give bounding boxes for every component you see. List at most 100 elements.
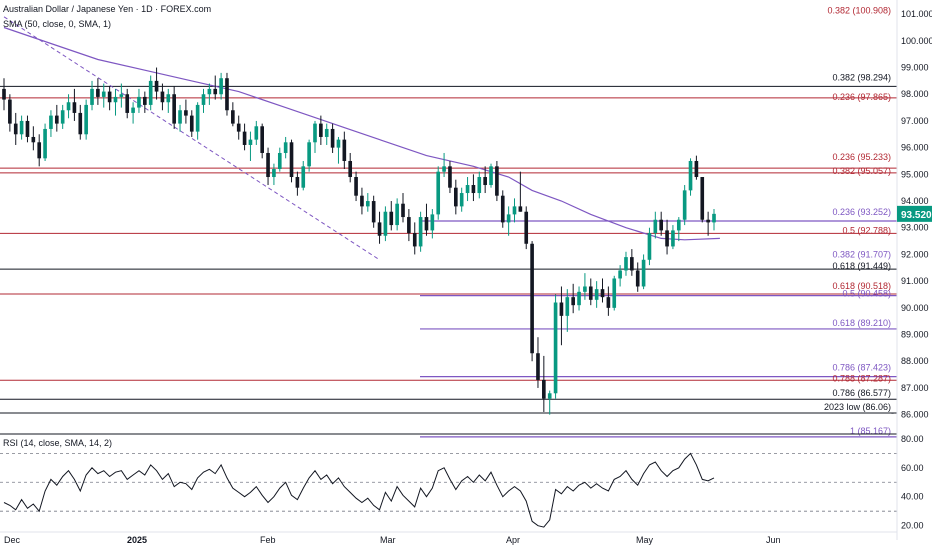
candle-body — [184, 110, 188, 116]
candle-body — [412, 233, 417, 247]
candle-body — [612, 278, 617, 308]
price-tick-label: 87.000 — [901, 383, 929, 393]
candle-body — [565, 297, 570, 316]
candle-body — [571, 297, 575, 306]
candle-body — [84, 104, 88, 135]
candle-body — [518, 206, 523, 212]
candle-body — [524, 211, 529, 244]
price-tick-label: 88.000 — [901, 356, 929, 366]
candle-body — [377, 222, 382, 236]
fib-level-label: 0.382 (95.057) — [832, 166, 891, 176]
rsi-line — [3, 452, 715, 528]
candle-body — [676, 219, 681, 231]
candle-body — [671, 230, 675, 247]
time-tick-label: Feb — [260, 535, 276, 545]
candle-body — [694, 160, 699, 178]
candle-body — [688, 160, 693, 191]
candle-body — [542, 379, 546, 399]
fib-level-label: 0.236 (97.865) — [832, 92, 891, 102]
rsi-tick-label: 80.00 — [901, 434, 924, 444]
candle-body — [119, 94, 124, 97]
candle-body — [277, 152, 282, 169]
candles-layer — [2, 67, 716, 415]
time-tick-label: Dec — [4, 535, 21, 545]
candle-body — [442, 166, 446, 172]
candle-body — [712, 213, 716, 223]
candle-body — [553, 302, 558, 394]
level-dash: - — [891, 408, 894, 418]
candle-body — [195, 104, 200, 132]
candle-body — [166, 94, 171, 103]
candle-body — [324, 128, 329, 137]
candle-body — [365, 201, 370, 207]
candle-body — [706, 219, 710, 223]
candle-body — [489, 166, 493, 186]
candle-body — [682, 190, 687, 220]
candle-body — [506, 214, 511, 223]
candle-body — [49, 115, 53, 129]
candle-body — [459, 193, 464, 207]
candle-body — [418, 217, 423, 247]
candle-body — [2, 88, 6, 100]
sma-layer — [3, 26, 720, 241]
candle-body — [665, 230, 669, 247]
candle-body — [630, 257, 634, 271]
candle-body — [588, 286, 593, 300]
candle-body — [313, 123, 317, 143]
rsi-tick-label: 20.00 — [901, 521, 924, 531]
candle-body — [448, 166, 452, 188]
candle-body — [477, 177, 482, 194]
candle-body — [131, 107, 135, 113]
candle-body — [236, 123, 241, 132]
candle-body — [154, 80, 159, 92]
time-tick-label: Mar — [380, 535, 396, 545]
last-price-label: 93.520 — [901, 210, 932, 221]
candle-body — [659, 219, 664, 231]
sma-indicator-label[interactable]: SMA (50, close, 0, SMA, 1) — [3, 19, 112, 29]
fib-levels: 0.382 (100.908) 0.382 (98.294) 0.236 (97.8… — [0, 6, 897, 438]
time-tick-label: Jun — [766, 535, 781, 545]
candle-body — [254, 126, 259, 140]
price-tick-label: 91.000 — [901, 276, 929, 286]
fib-level-label: 0.382 (91.707) — [832, 249, 891, 259]
candle-body — [606, 297, 611, 308]
chart-title: Australian Dollar / Japanese Yen · 1D · … — [3, 4, 212, 14]
candle-body — [635, 270, 640, 287]
fib-level-label: 2023 low (86.06) — [824, 402, 891, 412]
candle-body — [37, 142, 42, 159]
candle-body — [594, 289, 599, 300]
candle-body — [336, 139, 341, 148]
candle-body — [559, 302, 564, 316]
candle-body — [512, 206, 517, 215]
candle-body — [618, 270, 622, 279]
candle-body — [295, 177, 300, 188]
candle-body — [213, 88, 218, 95]
price-tick-label: 100.000 — [901, 36, 932, 46]
candle-body — [260, 126, 265, 153]
candle-body — [148, 80, 153, 105]
fib-level-label: 0.5 (92.788) — [842, 225, 891, 235]
fib-level-label: 0.382 (100.908) — [827, 6, 891, 16]
candle-body — [465, 185, 470, 194]
price-tick-label: 97.000 — [901, 116, 929, 126]
rsi-tick-label: 40.00 — [901, 492, 924, 502]
candle-body — [113, 96, 118, 103]
candle-body — [371, 201, 376, 223]
candle-body — [137, 96, 141, 108]
price-tick-label: 93.000 — [901, 223, 929, 233]
fib-level-label: 0.618 (91.449) — [832, 261, 891, 271]
rsi-tick-label: 60.00 — [901, 463, 924, 473]
rsi-layer — [0, 452, 897, 528]
candle-body — [577, 291, 581, 306]
fib-level-label: 0.236 (93.252) — [832, 207, 891, 217]
rsi-indicator-label[interactable]: RSI (14, close, SMA, 14, 2) — [3, 438, 113, 448]
candle-body — [172, 94, 176, 124]
candle-body — [219, 78, 223, 95]
candle-body — [483, 177, 487, 186]
sma50-line — [3, 26, 720, 241]
candle-body — [178, 110, 182, 124]
trendline — [3, 16, 380, 261]
price-tick-label: 94.000 — [901, 196, 929, 206]
candle-body — [31, 136, 36, 143]
